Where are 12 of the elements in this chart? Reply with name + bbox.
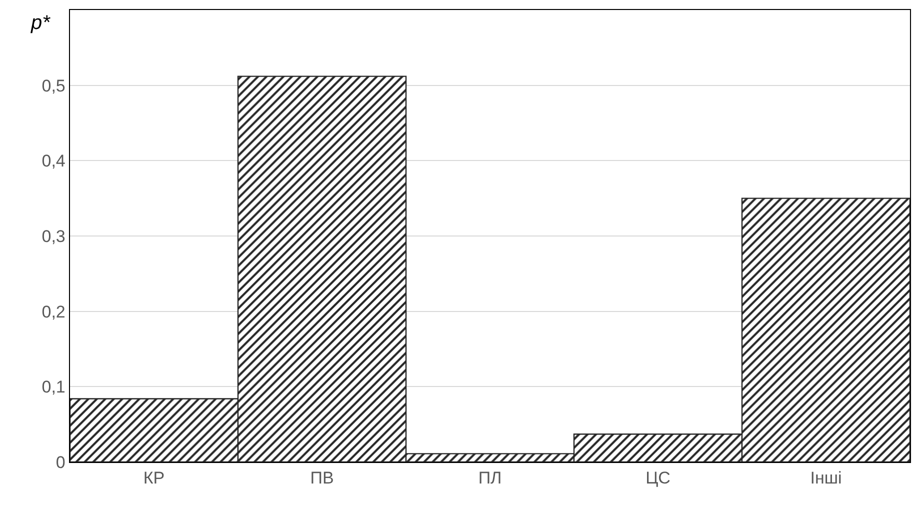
x-tick-label: ЦС xyxy=(646,468,670,488)
y-axis-title: p* xyxy=(30,12,52,34)
x-tick-label: КР xyxy=(143,468,165,488)
y-tick-label: 0,1 xyxy=(42,378,66,397)
x-tick-label: ПЛ xyxy=(478,468,502,488)
y-tick-label: 0,3 xyxy=(42,226,66,246)
x-tick-label: Інші xyxy=(810,468,842,488)
y-tick-label: 0,2 xyxy=(42,302,66,322)
y-tick-label: 0,5 xyxy=(42,76,66,96)
x-tick-label: ПВ xyxy=(310,468,334,488)
y-tick-label: 0 xyxy=(56,452,66,472)
y-tick-label: 0,4 xyxy=(42,152,66,171)
